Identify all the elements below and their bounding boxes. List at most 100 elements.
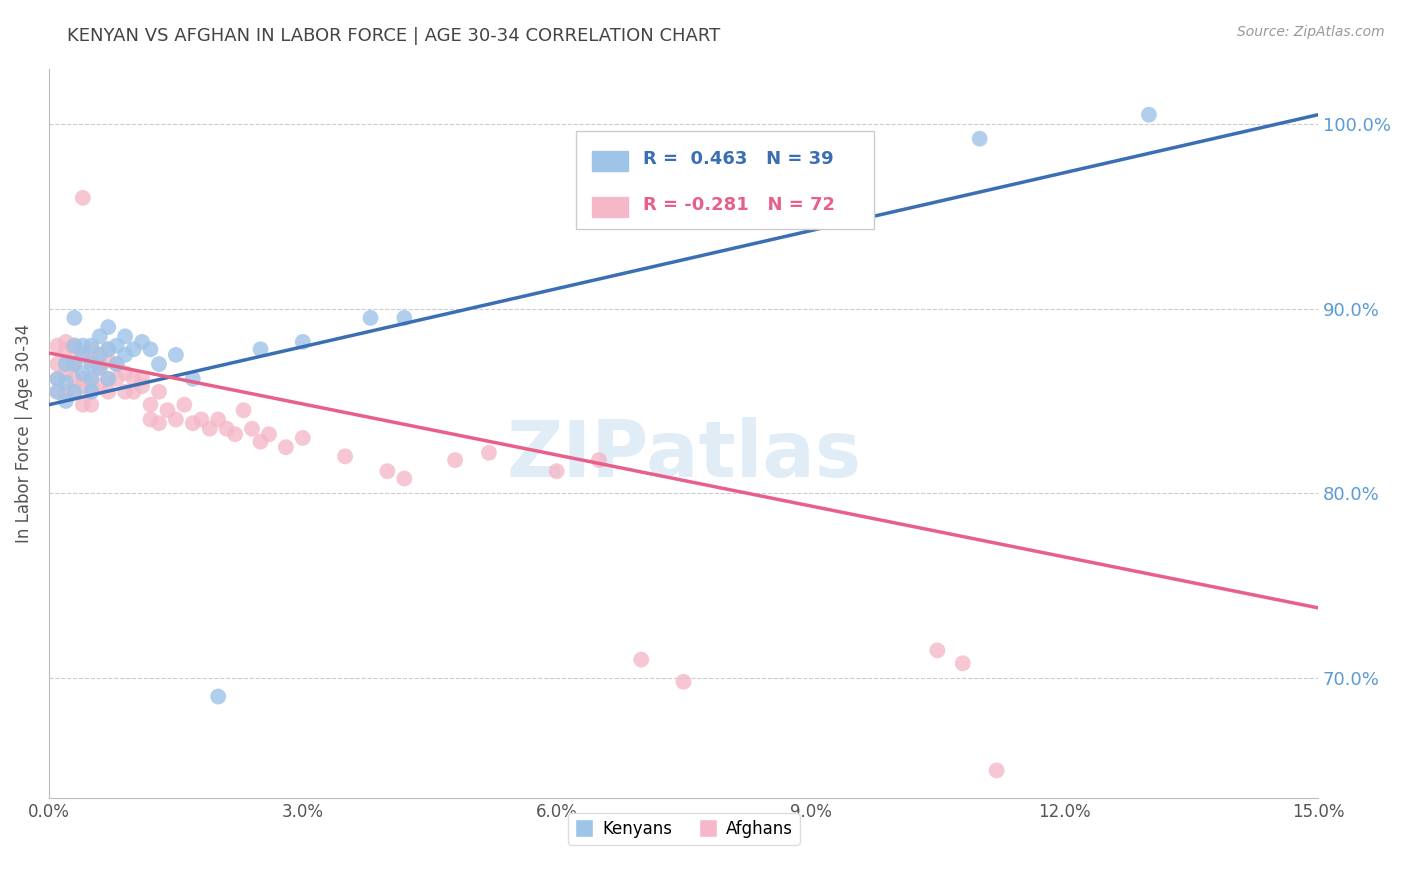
Point [63,384,86,399]
Point [89,357,111,371]
Point [63,372,86,386]
Point [72,338,94,352]
Text: Source: ZipAtlas.com: Source: ZipAtlas.com [1237,25,1385,39]
Point [444,453,467,467]
Point [240,422,263,436]
Point [97,372,120,386]
Point [80,343,103,357]
Point [72,191,94,205]
Point [46,372,69,386]
FancyBboxPatch shape [575,130,875,229]
Point [46,372,69,386]
Point [55,334,77,349]
Point [148,357,170,371]
Point [291,334,314,349]
Point [207,412,229,426]
Point [257,427,280,442]
Point [139,412,162,426]
Point [198,422,221,436]
Point [55,394,77,409]
Point [165,348,187,362]
Point [1137,108,1160,122]
Point [80,357,103,371]
Point [360,310,382,325]
Point [156,403,179,417]
Point [72,348,94,362]
Point [46,357,69,371]
Point [377,464,399,478]
Point [986,764,1008,778]
Point [139,398,162,412]
Point [72,348,94,362]
Point [114,348,136,362]
Point [274,440,297,454]
Point [952,657,974,671]
Point [55,357,77,371]
Point [80,372,103,386]
Point [63,357,86,371]
Point [97,372,120,386]
Point [588,453,610,467]
Point [630,652,652,666]
Point [249,343,271,357]
Point [89,379,111,393]
Point [97,343,120,357]
Point [55,384,77,399]
Point [546,464,568,478]
Point [139,343,162,357]
Point [131,379,153,393]
FancyBboxPatch shape [592,151,627,171]
Point [63,384,86,399]
Point [131,334,153,349]
Point [80,398,103,412]
Point [394,310,416,325]
Point [148,384,170,399]
Point [105,357,128,371]
Point [181,372,204,386]
Point [89,329,111,343]
Point [97,343,120,357]
Point [63,310,86,325]
Point [478,446,501,460]
Point [105,338,128,352]
Point [927,643,949,657]
Y-axis label: In Labor Force | Age 30-34: In Labor Force | Age 30-34 [15,324,32,543]
Point [224,427,246,442]
Text: KENYAN VS AFGHAN IN LABOR FORCE | AGE 30-34 CORRELATION CHART: KENYAN VS AFGHAN IN LABOR FORCE | AGE 30… [67,27,721,45]
Point [394,472,416,486]
Point [80,338,103,352]
Point [207,690,229,704]
FancyBboxPatch shape [592,197,627,218]
Point [97,353,120,368]
Point [165,412,187,426]
Point [72,366,94,380]
Point [46,384,69,399]
Point [63,338,86,352]
Point [291,431,314,445]
Point [63,338,86,352]
Point [72,398,94,412]
Point [122,343,145,357]
Point [89,360,111,375]
Point [190,412,212,426]
Point [63,343,86,357]
Point [333,450,356,464]
Point [232,403,254,417]
Point [80,372,103,386]
Point [215,422,238,436]
Point [55,343,77,357]
Point [46,384,69,399]
Point [55,366,77,380]
Point [89,348,111,362]
Point [72,372,94,386]
Point [63,357,86,371]
Point [80,353,103,368]
Text: ZIPatlas: ZIPatlas [506,417,860,493]
Point [672,674,695,689]
Point [173,398,195,412]
Point [80,384,103,399]
Point [148,416,170,430]
Point [89,348,111,362]
Point [114,384,136,399]
Point [63,357,86,371]
